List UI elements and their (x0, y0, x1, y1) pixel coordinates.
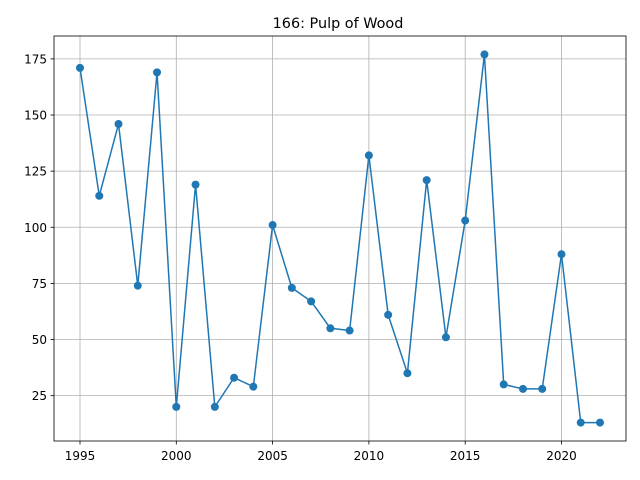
x-tick-label: 2015 (450, 449, 481, 463)
data-point (76, 63, 84, 72)
data-point (596, 418, 604, 427)
data-point (538, 384, 547, 393)
data-point (307, 297, 316, 306)
y-tick-label: 150 (24, 109, 47, 123)
data-point (287, 283, 296, 292)
data-point (499, 380, 508, 389)
data-point (441, 333, 450, 342)
data-point (268, 221, 277, 230)
x-tick-label: 2010 (354, 449, 385, 463)
y-tick-label: 175 (24, 52, 47, 66)
series-group (76, 50, 604, 427)
y-tick-label: 50 (32, 333, 47, 347)
data-point (133, 281, 142, 290)
data-point (210, 402, 219, 411)
y-tick-label: 25 (32, 389, 47, 403)
y-tick-label: 75 (32, 277, 47, 291)
data-point (249, 382, 258, 391)
data-point (191, 180, 200, 189)
y-tick-label: 100 (24, 221, 47, 235)
data-point (230, 373, 239, 382)
data-point (518, 384, 527, 393)
y-axis-ticks: 25 50 75 100 125 150 175 (24, 52, 54, 403)
data-point (364, 151, 373, 160)
x-axis-ticks: 1995 2000 2005 2010 2015 2020 (65, 441, 577, 463)
data-point (461, 216, 470, 225)
data-point (576, 418, 585, 427)
y-tick-label: 125 (24, 165, 47, 179)
x-tick-label: 2000 (161, 449, 192, 463)
data-point (480, 50, 489, 59)
gridlines (54, 36, 626, 441)
data-point (153, 68, 162, 77)
axes (53, 35, 627, 442)
plot-frame (53, 35, 627, 442)
data-point (114, 120, 123, 129)
data-point (557, 250, 566, 259)
x-tick-label: 1995 (65, 449, 96, 463)
data-point (95, 191, 104, 200)
series-line (79, 53, 600, 424)
x-tick-label: 2020 (546, 449, 577, 463)
data-point (403, 369, 412, 378)
x-tick-label: 2005 (257, 449, 288, 463)
data-point (384, 310, 393, 319)
chart-title: 166: Pulp of Wood (273, 16, 404, 32)
data-point (326, 324, 335, 333)
data-point (422, 176, 431, 185)
data-point (345, 326, 354, 335)
data-point (172, 402, 181, 411)
